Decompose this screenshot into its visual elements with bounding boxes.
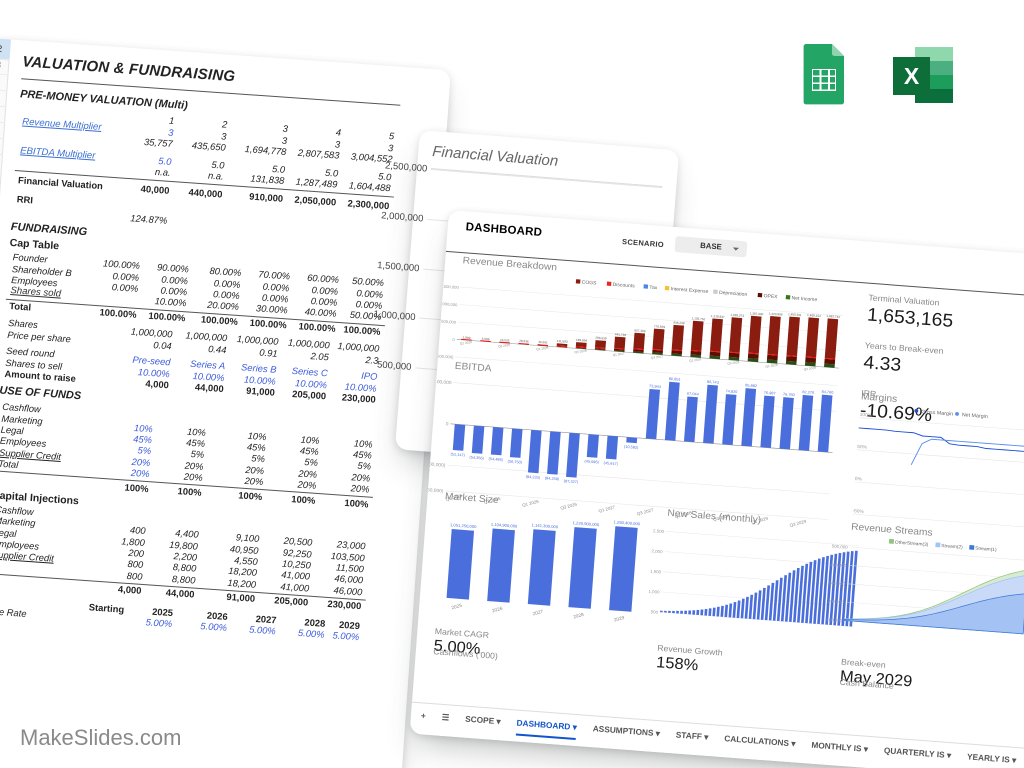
svg-text:67,044: 67,044 bbox=[687, 392, 699, 397]
svg-text:1,220,900,000: 1,220,900,000 bbox=[572, 520, 600, 527]
svg-text:40,661: 40,661 bbox=[538, 340, 548, 345]
svg-text:0: 0 bbox=[446, 421, 450, 427]
svg-text:13,525: 13,525 bbox=[500, 338, 510, 343]
svg-text:607,396: 607,396 bbox=[634, 328, 646, 333]
svg-text:100,000: 100,000 bbox=[434, 379, 452, 386]
svg-text:2029: 2029 bbox=[613, 615, 625, 623]
svg-text:Q3 2027: Q3 2027 bbox=[651, 354, 664, 360]
svg-text:1,989: 1,989 bbox=[463, 336, 471, 340]
svg-text:Q3 2029: Q3 2029 bbox=[803, 366, 816, 372]
svg-text:29,636: 29,636 bbox=[519, 339, 529, 344]
svg-text:1,423,966: 1,423,966 bbox=[769, 312, 783, 317]
svg-text:Q1 2025: Q1 2025 bbox=[460, 340, 473, 346]
svg-text:Q3 2026: Q3 2026 bbox=[574, 349, 587, 355]
svg-text:Q3 2028: Q3 2028 bbox=[727, 360, 740, 366]
svg-text:0%: 0% bbox=[855, 476, 863, 482]
svg-text:2027: 2027 bbox=[532, 609, 544, 617]
svg-text:(54,356): (54,356) bbox=[469, 455, 484, 460]
svg-text:Q1 2027: Q1 2027 bbox=[612, 352, 625, 358]
svg-text:2,500: 2,500 bbox=[653, 528, 665, 534]
svg-text:296,639: 296,639 bbox=[595, 336, 607, 341]
svg-text:1,482,742: 1,482,742 bbox=[826, 314, 840, 319]
svg-text:Q1 2028: Q1 2028 bbox=[689, 357, 702, 363]
svg-text:Stream(1): Stream(1) bbox=[975, 546, 997, 553]
svg-text:50%: 50% bbox=[857, 444, 868, 451]
svg-text:(150,000): (150,000) bbox=[423, 487, 445, 494]
svg-text:2025: 2025 bbox=[451, 603, 463, 611]
svg-text:(54,486): (54,486) bbox=[488, 457, 503, 462]
svg-text:Depreciation: Depreciation bbox=[719, 290, 748, 298]
svg-text:1,500: 1,500 bbox=[650, 569, 662, 575]
svg-text:(84,233): (84,233) bbox=[526, 475, 541, 480]
svg-text:Q1 2026: Q1 2026 bbox=[536, 346, 549, 352]
svg-text:1,105,752: 1,105,752 bbox=[691, 316, 705, 321]
svg-text:(51,147): (51,147) bbox=[450, 452, 465, 457]
svg-text:2,000: 2,000 bbox=[651, 549, 663, 555]
svg-text:OtherStream(3): OtherStream(3) bbox=[895, 540, 929, 548]
svg-text:100%: 100% bbox=[859, 412, 873, 419]
svg-text:936,248: 936,248 bbox=[673, 321, 685, 326]
svg-text:76,760: 76,760 bbox=[783, 392, 795, 397]
svg-text:500: 500 bbox=[650, 609, 658, 614]
svg-text:1,450,911: 1,450,911 bbox=[788, 312, 802, 317]
svg-text:Tax: Tax bbox=[649, 285, 658, 291]
svg-text:Net Margin: Net Margin bbox=[962, 412, 989, 420]
svg-text:Discounts: Discounts bbox=[612, 282, 635, 290]
svg-text:1,387,630: 1,387,630 bbox=[749, 311, 763, 316]
svg-text:Stream(2): Stream(2) bbox=[941, 543, 963, 550]
svg-text:1,104,900,000: 1,104,900,000 bbox=[491, 522, 519, 529]
svg-text:86,851: 86,851 bbox=[669, 377, 681, 382]
svg-text:5,569: 5,569 bbox=[482, 337, 490, 341]
svg-text:189,894: 189,894 bbox=[576, 338, 588, 343]
svg-text:74,920: 74,920 bbox=[725, 389, 737, 394]
svg-text:86,743: 86,743 bbox=[707, 380, 719, 385]
svg-text:76,987: 76,987 bbox=[764, 391, 776, 396]
svg-text:1,500,000: 1,500,000 bbox=[440, 284, 460, 290]
svg-text:776,929: 776,929 bbox=[654, 324, 666, 329]
svg-text:1,469,152: 1,469,152 bbox=[807, 313, 821, 318]
svg-text:85,892: 85,892 bbox=[745, 383, 757, 388]
svg-text:1,218,837: 1,218,837 bbox=[711, 314, 725, 319]
svg-text:1,051,250,000: 1,051,250,000 bbox=[450, 522, 478, 529]
svg-text:Gross Margin: Gross Margin bbox=[921, 409, 953, 417]
svg-text:Q1 2029: Q1 2029 bbox=[765, 363, 778, 369]
svg-text:(87,327): (87,327) bbox=[564, 479, 579, 484]
svg-text:Interest Expense: Interest Expense bbox=[670, 286, 708, 295]
svg-text:500,000: 500,000 bbox=[441, 319, 457, 325]
svg-text:73,944: 73,944 bbox=[649, 384, 661, 389]
svg-text:84,760: 84,760 bbox=[821, 390, 833, 395]
svg-text:(100,000): (100,000) bbox=[424, 461, 446, 468]
svg-text:(84,259): (84,259) bbox=[545, 476, 560, 481]
svg-text:(45,647): (45,647) bbox=[603, 461, 618, 466]
svg-text:OPEX: OPEX bbox=[763, 293, 778, 300]
svg-text:X: X bbox=[904, 63, 920, 89]
svg-text:1,298,373: 1,298,373 bbox=[730, 313, 744, 318]
svg-text:(500,000): (500,000) bbox=[436, 353, 455, 359]
svg-text:Q3 2025: Q3 2025 bbox=[498, 343, 511, 349]
svg-text:2028: 2028 bbox=[573, 612, 585, 620]
svg-text:Net Income: Net Income bbox=[791, 295, 817, 303]
svg-text:82,270: 82,270 bbox=[802, 390, 814, 395]
svg-text:1,000,000: 1,000,000 bbox=[439, 301, 459, 307]
svg-text:1,000: 1,000 bbox=[648, 589, 660, 595]
svg-text:(10,582): (10,582) bbox=[624, 445, 639, 450]
svg-text:1,280,400,000: 1,280,400,000 bbox=[613, 519, 641, 526]
svg-text:(45,096): (45,096) bbox=[584, 459, 599, 464]
svg-text:1,141,300,000: 1,141,300,000 bbox=[531, 522, 559, 529]
svg-text:COGS: COGS bbox=[581, 280, 597, 287]
svg-text:445,738: 445,738 bbox=[615, 332, 627, 337]
svg-text:0: 0 bbox=[452, 337, 455, 342]
svg-text:-50%: -50% bbox=[852, 508, 865, 515]
svg-text:111,583: 111,583 bbox=[557, 339, 568, 344]
svg-text:2026: 2026 bbox=[491, 606, 503, 614]
svg-text:(56,750): (56,750) bbox=[507, 460, 522, 465]
